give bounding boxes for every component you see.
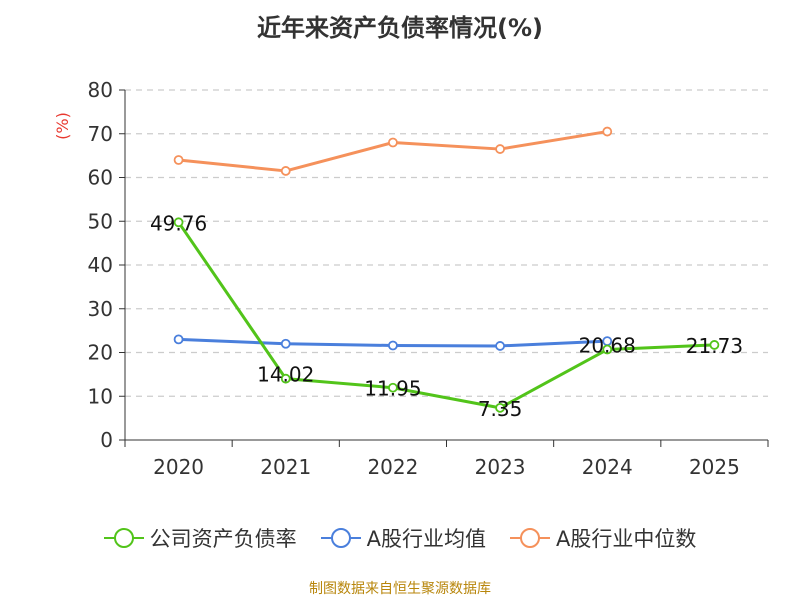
legend-label: A股行业均值	[366, 527, 486, 551]
y-tick-label: 50	[88, 209, 113, 233]
data-point	[495, 144, 505, 154]
data-point	[388, 382, 398, 393]
series-lines	[173, 126, 720, 413]
data-point	[495, 402, 505, 413]
data-point	[388, 340, 398, 351]
data-label: 21.73	[686, 334, 743, 358]
y-tick-label: 20	[88, 341, 113, 365]
x-tick-label: 2022	[367, 455, 418, 479]
x-tick-label: 2025	[689, 455, 740, 479]
chart-title: 近年来资产负债率情况(%)	[257, 14, 543, 42]
x-tick-label: 2021	[260, 455, 311, 479]
data-label: 20.68	[579, 334, 636, 358]
x-tick-label: 2024	[582, 455, 633, 479]
y-tick-label: 60	[88, 166, 113, 190]
data-point	[602, 126, 613, 137]
x-tick-label: 2020	[153, 455, 204, 479]
data-point	[173, 334, 184, 345]
data-point	[280, 166, 291, 176]
data-label: 14.02	[257, 363, 314, 387]
data-label: 11.95	[364, 377, 421, 401]
legend-item[interactable]: A股行业均值	[320, 523, 486, 553]
y-tick-label: 0	[100, 428, 113, 452]
y-tick-label: 80	[88, 78, 113, 102]
legend-item[interactable]: 公司资产负债率	[103, 523, 297, 553]
data-point	[602, 344, 613, 355]
y-tick-label: 30	[88, 297, 113, 321]
data-label: 49.76	[150, 211, 207, 235]
x-tick-label: 2023	[475, 455, 526, 479]
legend-label: A股行业中位数	[556, 527, 697, 551]
y-axis-label: (%)	[53, 112, 72, 140]
legend-marker-icon	[510, 528, 550, 548]
legend-label: 公司资产负债率	[149, 527, 297, 551]
series-line	[178, 130, 608, 173]
data-point	[495, 341, 505, 351]
axes: 0 10 20 30 40 50 60 70 80 2020 2021 2022 2023 2024 202…	[88, 78, 769, 479]
series-line	[177, 221, 715, 410]
y-tick-label: 10	[88, 384, 113, 408]
legend-item[interactable]: A股行业中位数	[510, 523, 696, 553]
data-label: 7.35	[478, 397, 523, 421]
grid-lines	[125, 89, 768, 397]
data-point	[280, 338, 291, 349]
y-tick-label: 40	[88, 253, 113, 277]
legend: 公司资产负债率 A股行业均值 A股行业中位数	[0, 520, 800, 556]
legend-marker-icon	[320, 528, 361, 548]
data-point	[388, 137, 398, 148]
data-labels: 49.76 14.02 11.95 7.35 20.68 21.73	[150, 211, 743, 421]
data-point	[173, 155, 184, 165]
data-point	[173, 217, 184, 228]
legend-marker-icon	[103, 528, 144, 548]
data-point	[280, 373, 291, 384]
y-tick-label: 70	[88, 122, 113, 146]
data-point	[709, 340, 720, 350]
source-note: 制图数据来自恒生聚源数据库	[309, 581, 491, 597]
